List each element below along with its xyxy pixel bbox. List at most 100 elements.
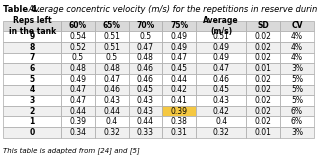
Bar — [162, 106, 196, 117]
Text: 0.52: 0.52 — [70, 43, 87, 52]
Bar — [196, 95, 246, 106]
Text: SD: SD — [257, 21, 269, 31]
Text: 5%: 5% — [291, 75, 303, 84]
Bar — [3, 95, 61, 106]
Text: 0.02: 0.02 — [255, 53, 272, 62]
Text: 0.43: 0.43 — [213, 96, 230, 105]
Bar — [61, 42, 95, 53]
Bar — [129, 127, 162, 138]
Text: 0.43: 0.43 — [103, 96, 120, 105]
Bar — [246, 42, 280, 53]
Text: 0.46: 0.46 — [213, 75, 230, 84]
Text: 7: 7 — [29, 53, 35, 62]
Bar — [196, 21, 246, 31]
Text: 0: 0 — [29, 128, 35, 137]
Text: 0.39: 0.39 — [69, 117, 87, 126]
Text: 0.02: 0.02 — [255, 75, 272, 84]
Text: 0.47: 0.47 — [69, 96, 87, 105]
Bar — [95, 85, 129, 95]
Bar — [162, 31, 196, 42]
Text: 0.02: 0.02 — [255, 32, 272, 41]
Bar — [61, 74, 95, 85]
Text: 0.02: 0.02 — [255, 85, 272, 94]
Text: 0.01: 0.01 — [255, 64, 272, 73]
Text: 0.02: 0.02 — [255, 96, 272, 105]
Bar — [3, 53, 61, 63]
Text: 0.51: 0.51 — [103, 43, 120, 52]
Bar — [129, 42, 162, 53]
Text: 0.31: 0.31 — [171, 128, 188, 137]
Bar — [246, 63, 280, 74]
Text: 3: 3 — [29, 96, 35, 105]
Bar — [196, 117, 246, 127]
Bar — [3, 42, 61, 53]
Text: 0.49: 0.49 — [213, 53, 230, 62]
Bar — [95, 106, 129, 117]
Text: 5: 5 — [29, 75, 35, 84]
Bar — [61, 85, 95, 95]
Text: 6%: 6% — [291, 117, 303, 126]
Text: 0.44: 0.44 — [69, 107, 87, 116]
Text: 0.47: 0.47 — [213, 64, 230, 73]
Text: 0.48: 0.48 — [103, 64, 120, 73]
Bar — [280, 21, 314, 31]
Bar — [196, 74, 246, 85]
Bar — [3, 127, 61, 138]
Bar — [61, 117, 95, 127]
Text: 0.32: 0.32 — [103, 128, 120, 137]
Bar — [61, 31, 95, 42]
Bar — [280, 95, 314, 106]
Text: 0.45: 0.45 — [213, 85, 230, 94]
Text: 2: 2 — [29, 107, 35, 116]
Text: 1: 1 — [29, 117, 35, 126]
Text: This table is adapted from [24] and [5]: This table is adapted from [24] and [5] — [3, 148, 140, 155]
Bar — [61, 53, 95, 63]
Text: 0.43: 0.43 — [137, 96, 154, 105]
Text: 4%: 4% — [291, 53, 303, 62]
Bar — [95, 95, 129, 106]
Text: 0.43: 0.43 — [137, 107, 154, 116]
Text: 9: 9 — [29, 32, 35, 41]
Text: 0.48: 0.48 — [70, 64, 87, 73]
Text: 0.49: 0.49 — [171, 32, 188, 41]
Bar — [246, 106, 280, 117]
Bar — [196, 127, 246, 138]
Bar — [129, 21, 162, 31]
Bar — [162, 63, 196, 74]
Text: 0.5: 0.5 — [106, 53, 118, 62]
Text: Average
(m/s): Average (m/s) — [204, 16, 239, 36]
Bar — [246, 117, 280, 127]
Bar — [95, 21, 129, 31]
Bar — [280, 117, 314, 127]
Text: 0.46: 0.46 — [137, 75, 154, 84]
Text: 0.45: 0.45 — [171, 64, 188, 73]
Text: 0.45: 0.45 — [137, 85, 154, 94]
Bar — [3, 31, 61, 42]
Text: 8: 8 — [29, 43, 35, 52]
Bar — [162, 21, 196, 31]
Bar — [246, 53, 280, 63]
Bar — [280, 85, 314, 95]
Bar — [196, 85, 246, 95]
Bar — [196, 42, 246, 53]
Text: 0.48: 0.48 — [137, 53, 154, 62]
Text: 0.47: 0.47 — [137, 43, 154, 52]
Text: 75%: 75% — [170, 21, 188, 31]
Text: 3%: 3% — [291, 64, 303, 73]
Bar — [280, 42, 314, 53]
Bar — [162, 127, 196, 138]
Text: 0.47: 0.47 — [103, 75, 120, 84]
Text: Average concentric velocity (m/s) for the repetitions in reserve during the back: Average concentric velocity (m/s) for th… — [26, 5, 317, 14]
Bar — [162, 85, 196, 95]
Text: 0.01: 0.01 — [255, 128, 272, 137]
Bar — [129, 117, 162, 127]
Text: 6: 6 — [29, 64, 35, 73]
Bar — [246, 74, 280, 85]
Bar — [280, 127, 314, 138]
Text: 0.44: 0.44 — [103, 107, 120, 116]
Text: Reps left
in the tank: Reps left in the tank — [9, 16, 56, 36]
Text: 0.5: 0.5 — [72, 53, 84, 62]
Text: 0.54: 0.54 — [69, 32, 87, 41]
Text: 0.46: 0.46 — [103, 85, 120, 94]
Bar — [129, 106, 162, 117]
